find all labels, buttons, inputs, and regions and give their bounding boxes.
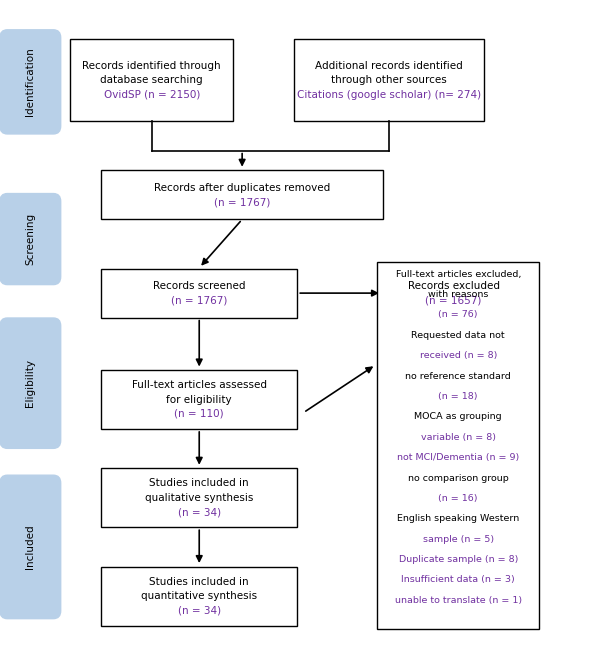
Bar	[101, 370, 297, 429]
Text: (n = 16): (n = 16)	[438, 494, 478, 503]
Text: Citations (google scholar) (n= 274): Citations (google scholar) (n= 274)	[297, 90, 481, 100]
Text: OvidSP (n = 2150): OvidSP (n = 2150)	[104, 90, 200, 100]
Text: Full-text articles excluded,: Full-text articles excluded,	[395, 270, 521, 279]
FancyBboxPatch shape	[0, 476, 61, 618]
Text: Screening: Screening	[25, 213, 36, 265]
Text: Records after duplicates removed: Records after duplicates removed	[154, 183, 330, 193]
Text: not MCI/Dementia (n = 9): not MCI/Dementia (n = 9)	[397, 453, 519, 462]
Bar	[377, 262, 539, 629]
FancyBboxPatch shape	[0, 29, 61, 134]
Text: qualitative synthesis: qualitative synthesis	[145, 493, 253, 503]
Text: no comparison group: no comparison group	[408, 474, 509, 483]
Text: (n = 1767): (n = 1767)	[171, 295, 227, 305]
Text: (n = 1767): (n = 1767)	[214, 197, 270, 207]
Text: Studies included in: Studies included in	[150, 576, 249, 587]
Text: unable to translate (n = 1): unable to translate (n = 1)	[395, 596, 522, 605]
Text: (n = 18): (n = 18)	[438, 392, 478, 401]
Text: Studies included in: Studies included in	[150, 478, 249, 489]
Text: for eligibility: for eligibility	[166, 394, 232, 405]
Text: (n = 1657): (n = 1657)	[425, 295, 482, 305]
Text: Requested data not: Requested data not	[411, 331, 505, 340]
Text: MOCA as grouping: MOCA as grouping	[414, 413, 502, 421]
Bar	[383, 269, 524, 318]
Text: Insufficient data (n = 3): Insufficient data (n = 3)	[402, 575, 515, 584]
FancyBboxPatch shape	[0, 318, 61, 448]
Text: quantitative synthesis: quantitative synthesis	[141, 591, 257, 601]
Text: Records identified through: Records identified through	[82, 61, 221, 71]
Text: Eligibility: Eligibility	[25, 359, 36, 407]
Text: Records screened: Records screened	[153, 281, 245, 291]
Bar	[101, 170, 383, 219]
Text: (n = 110): (n = 110)	[175, 409, 224, 419]
Text: sample (n = 5): sample (n = 5)	[422, 534, 494, 544]
Text: Records excluded: Records excluded	[408, 281, 500, 291]
Text: no reference standard: no reference standard	[405, 371, 511, 381]
Text: Identification: Identification	[25, 48, 36, 116]
Text: Included: Included	[25, 525, 36, 569]
Text: (n = 34): (n = 34)	[178, 605, 221, 616]
Bar	[101, 468, 297, 527]
Text: (n = 76): (n = 76)	[438, 310, 478, 320]
Text: received (n = 8): received (n = 8)	[419, 351, 497, 360]
Text: English speaking Western: English speaking Western	[397, 514, 519, 523]
Text: (n = 34): (n = 34)	[178, 507, 221, 517]
Text: variable (n = 8): variable (n = 8)	[421, 433, 496, 441]
Bar	[294, 39, 484, 121]
FancyBboxPatch shape	[0, 194, 61, 284]
Text: through other sources: through other sources	[332, 75, 447, 85]
Bar	[101, 269, 297, 318]
Text: Duplicate sample (n = 8): Duplicate sample (n = 8)	[398, 555, 518, 564]
Text: with reasons: with reasons	[428, 290, 489, 299]
Text: Additional records identified: Additional records identified	[315, 61, 463, 71]
Text: database searching: database searching	[101, 75, 203, 85]
Bar	[101, 567, 297, 626]
Bar	[70, 39, 233, 121]
Text: Full-text articles assessed: Full-text articles assessed	[132, 380, 267, 390]
